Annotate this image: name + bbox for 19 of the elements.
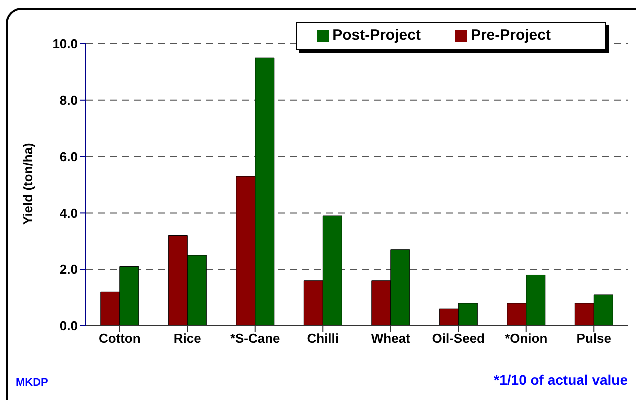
y-tick-label: 6.0 [60,149,78,164]
x-tick-label: Rice [174,331,202,346]
x-tick-label: *S-Cane [230,331,280,346]
x-tick-label: Wheat [371,331,412,346]
y-tick-label: 2.0 [60,262,78,278]
y-tick-label: 0.0 [60,318,78,334]
y-axis-title: Yield (ton/ha) [20,143,36,225]
x-tick-label: *Onion [505,331,548,346]
x-tick-label: Chilli [307,331,340,346]
legend-label: Post-Project [332,27,421,44]
x-tick-label: Pulse [576,331,612,346]
y-tick-label: 4.0 [60,206,78,221]
y-tick-label: 8.0 [60,93,78,108]
y-tick-label: 10.0 [52,36,78,52]
x-tick-label: Cotton [98,331,141,346]
x-tick-label: Oil-Seed [432,331,486,346]
legend-label: Pre-Project [470,27,551,44]
text: MKDP [16,377,48,389]
text: *1/10 of actual value [494,372,628,388]
